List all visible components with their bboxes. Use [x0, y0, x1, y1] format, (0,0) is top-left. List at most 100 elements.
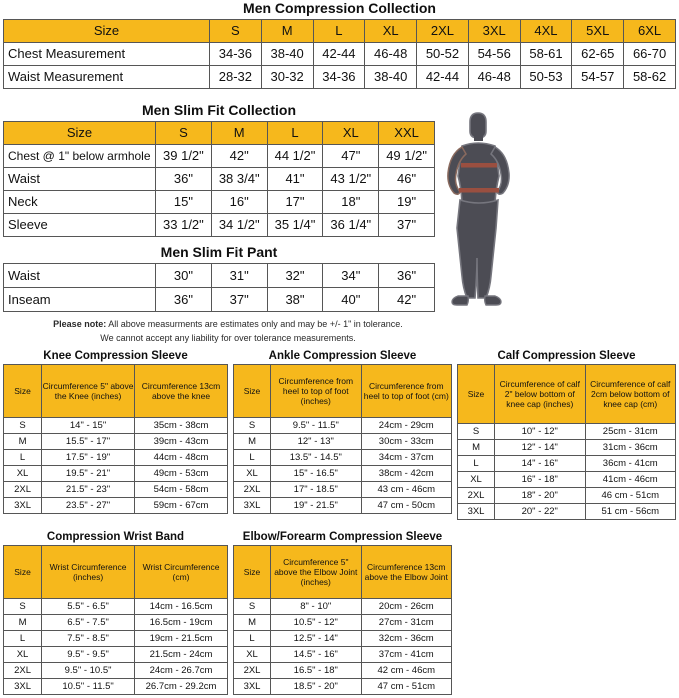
cell-cm: 19cm - 21.5cm	[134, 630, 228, 648]
cell-inches: 20" - 22"	[494, 503, 586, 521]
col-header-cm: Circumference 13cm above the knee	[134, 364, 228, 419]
table-row: L 14" - 16" 36cm - 41cm	[456, 455, 677, 473]
table-row: 3XL 18.5" - 20" 47 cm - 51cm	[232, 678, 453, 696]
section-title-elbow: Elbow/Forearm Compression Sleeve	[242, 531, 443, 543]
cell-size: 2XL	[232, 662, 272, 680]
table-row: Waist 36" 38 3/4" 41" 43 1/2" 46"	[3, 166, 435, 191]
table-row: L 12.5" - 14" 32cm - 36cm	[232, 630, 453, 648]
table-header-row: Size S M L XL XXL	[3, 120, 435, 145]
table-row: M 12" - 14" 31cm - 36cm	[456, 439, 677, 457]
col-header-m: M	[210, 120, 268, 145]
row-label-waist: Waist Measurement	[3, 64, 210, 89]
table-header-row: Size Circumference from heel to top of f…	[232, 364, 453, 419]
cell-size: 2XL	[232, 481, 272, 499]
section-title-slim-fit: Men Slim Fit Collection	[141, 102, 296, 118]
col-header-cm: Wrist Circumference (cm)	[134, 545, 228, 600]
cell: 66-70	[623, 41, 676, 66]
cell-size: 2XL	[2, 481, 43, 499]
cell: 46"	[378, 166, 435, 191]
cell-size: S	[2, 417, 43, 435]
men-slim-fit-pant-section: Men Slim Fit Pant Waist 30" 31" 32" 34" …	[3, 245, 435, 312]
cell: 38-40	[260, 41, 314, 66]
note-line-1: Please note: All above measurments are e…	[3, 318, 453, 332]
col-header-l: L	[266, 120, 324, 145]
cell-cm: 54cm - 58cm	[134, 481, 228, 499]
cell: 32"	[266, 262, 324, 288]
col-header-3xl: 3XL	[467, 18, 521, 43]
cell-inches: 19.5" - 21"	[41, 465, 136, 483]
table-row: 3XL 19" - 21.5" 47 cm - 50cm	[232, 497, 453, 515]
cell-inches: 8" - 10"	[270, 598, 362, 616]
cell: 36"	[378, 262, 435, 288]
cell: 49 1/2"	[378, 143, 435, 168]
col-header-size: Size	[3, 18, 210, 43]
cell-inches: 9.5" - 9.5"	[41, 646, 136, 664]
table-row: M 15.5" - 17" 39cm - 43cm	[2, 433, 228, 451]
table-row: Sleeve 33 1/2" 34 1/2" 35 1/4" 36 1/4" 3…	[3, 212, 435, 237]
row-label-waist: Waist	[3, 166, 156, 191]
cell-size: L	[2, 449, 43, 467]
cell-size: L	[2, 630, 43, 648]
col-header-xl: XL	[364, 18, 418, 43]
cell-cm: 51 cm - 56cm	[584, 503, 677, 521]
cell-size: 2XL	[456, 487, 496, 505]
cell-inches: 10.5" - 11.5"	[41, 678, 136, 696]
cell: 34-36	[209, 41, 262, 66]
cell-cm: 14cm - 16.5cm	[134, 598, 228, 616]
cell-inches: 9.5" - 10.5"	[41, 662, 136, 680]
col-header-s: S	[155, 120, 212, 145]
cell-cm: 44cm - 48cm	[134, 449, 228, 467]
table-row: 2XL 17" - 18.5" 43 cm - 46cm	[232, 481, 453, 499]
head-shape	[469, 112, 487, 139]
cell-cm: 30cm - 33cm	[360, 433, 453, 451]
col-header-size: Size	[2, 364, 43, 419]
cell-size: XL	[456, 471, 496, 489]
cell-inches: 10" - 12"	[494, 423, 586, 441]
col-header-inches: Circumference 5" above the Knee (inches)	[41, 364, 136, 419]
cell-size: XL	[232, 646, 272, 664]
table-row: 3XL 20" - 22" 51 cm - 56cm	[456, 503, 677, 521]
table-row: M 10.5" - 12" 27cm - 31cm	[232, 614, 453, 632]
table-header-row: Size Circumference of calf 2" below bott…	[456, 364, 677, 425]
col-header-xxl: XXL	[378, 120, 435, 145]
table-header-row: Size Wrist Circumference (inches) Wrist …	[2, 545, 228, 600]
cell-inches: 14" - 15"	[41, 417, 136, 435]
cell: 19"	[378, 189, 435, 214]
cell-cm: 47 cm - 51cm	[360, 678, 453, 696]
cell-inches: 23.5" - 27"	[41, 497, 136, 515]
cell: 47"	[322, 143, 380, 168]
table-row: L 17.5" - 19" 44cm - 48cm	[2, 449, 228, 467]
cell: 30-32	[260, 64, 314, 89]
body-measurement-illustration	[447, 112, 510, 306]
male-body-figure	[440, 110, 600, 330]
cell: 38-40	[364, 64, 418, 89]
table-header-row: Size Circumference 5" above the Knee (in…	[2, 364, 228, 419]
ankle-compression-sleeve-section: Ankle Compression Sleeve Size Circumfere…	[232, 350, 453, 515]
cell-size: 3XL	[2, 678, 43, 696]
cell-inches: 19" - 21.5"	[270, 497, 362, 515]
cell: 37"	[378, 212, 435, 237]
cell-size: S	[2, 598, 43, 616]
cell: 38 3/4"	[210, 166, 268, 191]
cell: 46-48	[364, 41, 418, 66]
cell-inches: 17" - 18.5"	[270, 481, 362, 499]
table-row: Waist Measurement 28-32 30-32 34-36 38-4…	[3, 64, 676, 89]
cell-size: S	[232, 417, 272, 435]
cell-inches: 16.5" - 18"	[270, 662, 362, 680]
cell-size: XL	[2, 646, 43, 664]
cell-size: XL	[232, 465, 272, 483]
cell-inches: 12" - 14"	[494, 439, 586, 457]
cell-inches: 17.5" - 19"	[41, 449, 136, 467]
cell-inches: 12.5" - 14"	[270, 630, 362, 648]
table-header-row: Size S M L XL 2XL 3XL 4XL 5XL 6XL	[3, 18, 676, 43]
left-arm-shape	[447, 145, 467, 196]
cell: 34"	[322, 262, 380, 288]
cell-cm: 59cm - 67cm	[134, 497, 228, 515]
table-row: S 8" - 10" 20cm - 26cm	[232, 598, 453, 616]
cell-cm: 49cm - 53cm	[134, 465, 228, 483]
col-header-cm: Circumference of calf 2cm below bottom o…	[584, 364, 677, 425]
cell: 42-44	[312, 41, 366, 66]
cell-size: 3XL	[2, 497, 43, 515]
cell: 39 1/2"	[155, 143, 212, 168]
cell-cm: 34cm - 37cm	[360, 449, 453, 467]
